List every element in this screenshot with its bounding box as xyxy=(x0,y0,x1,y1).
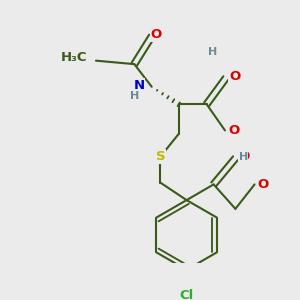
Text: O: O xyxy=(258,178,269,191)
Text: O: O xyxy=(238,150,250,163)
Text: H: H xyxy=(238,152,248,161)
Text: N: N xyxy=(134,79,145,92)
Text: O: O xyxy=(229,70,240,83)
Text: O: O xyxy=(228,124,239,137)
Text: H: H xyxy=(208,47,218,57)
Text: S: S xyxy=(156,150,165,163)
Text: O: O xyxy=(151,28,162,41)
Text: H: H xyxy=(130,91,139,100)
Text: H₃C: H₃C xyxy=(61,51,87,64)
Text: Cl: Cl xyxy=(179,290,194,300)
